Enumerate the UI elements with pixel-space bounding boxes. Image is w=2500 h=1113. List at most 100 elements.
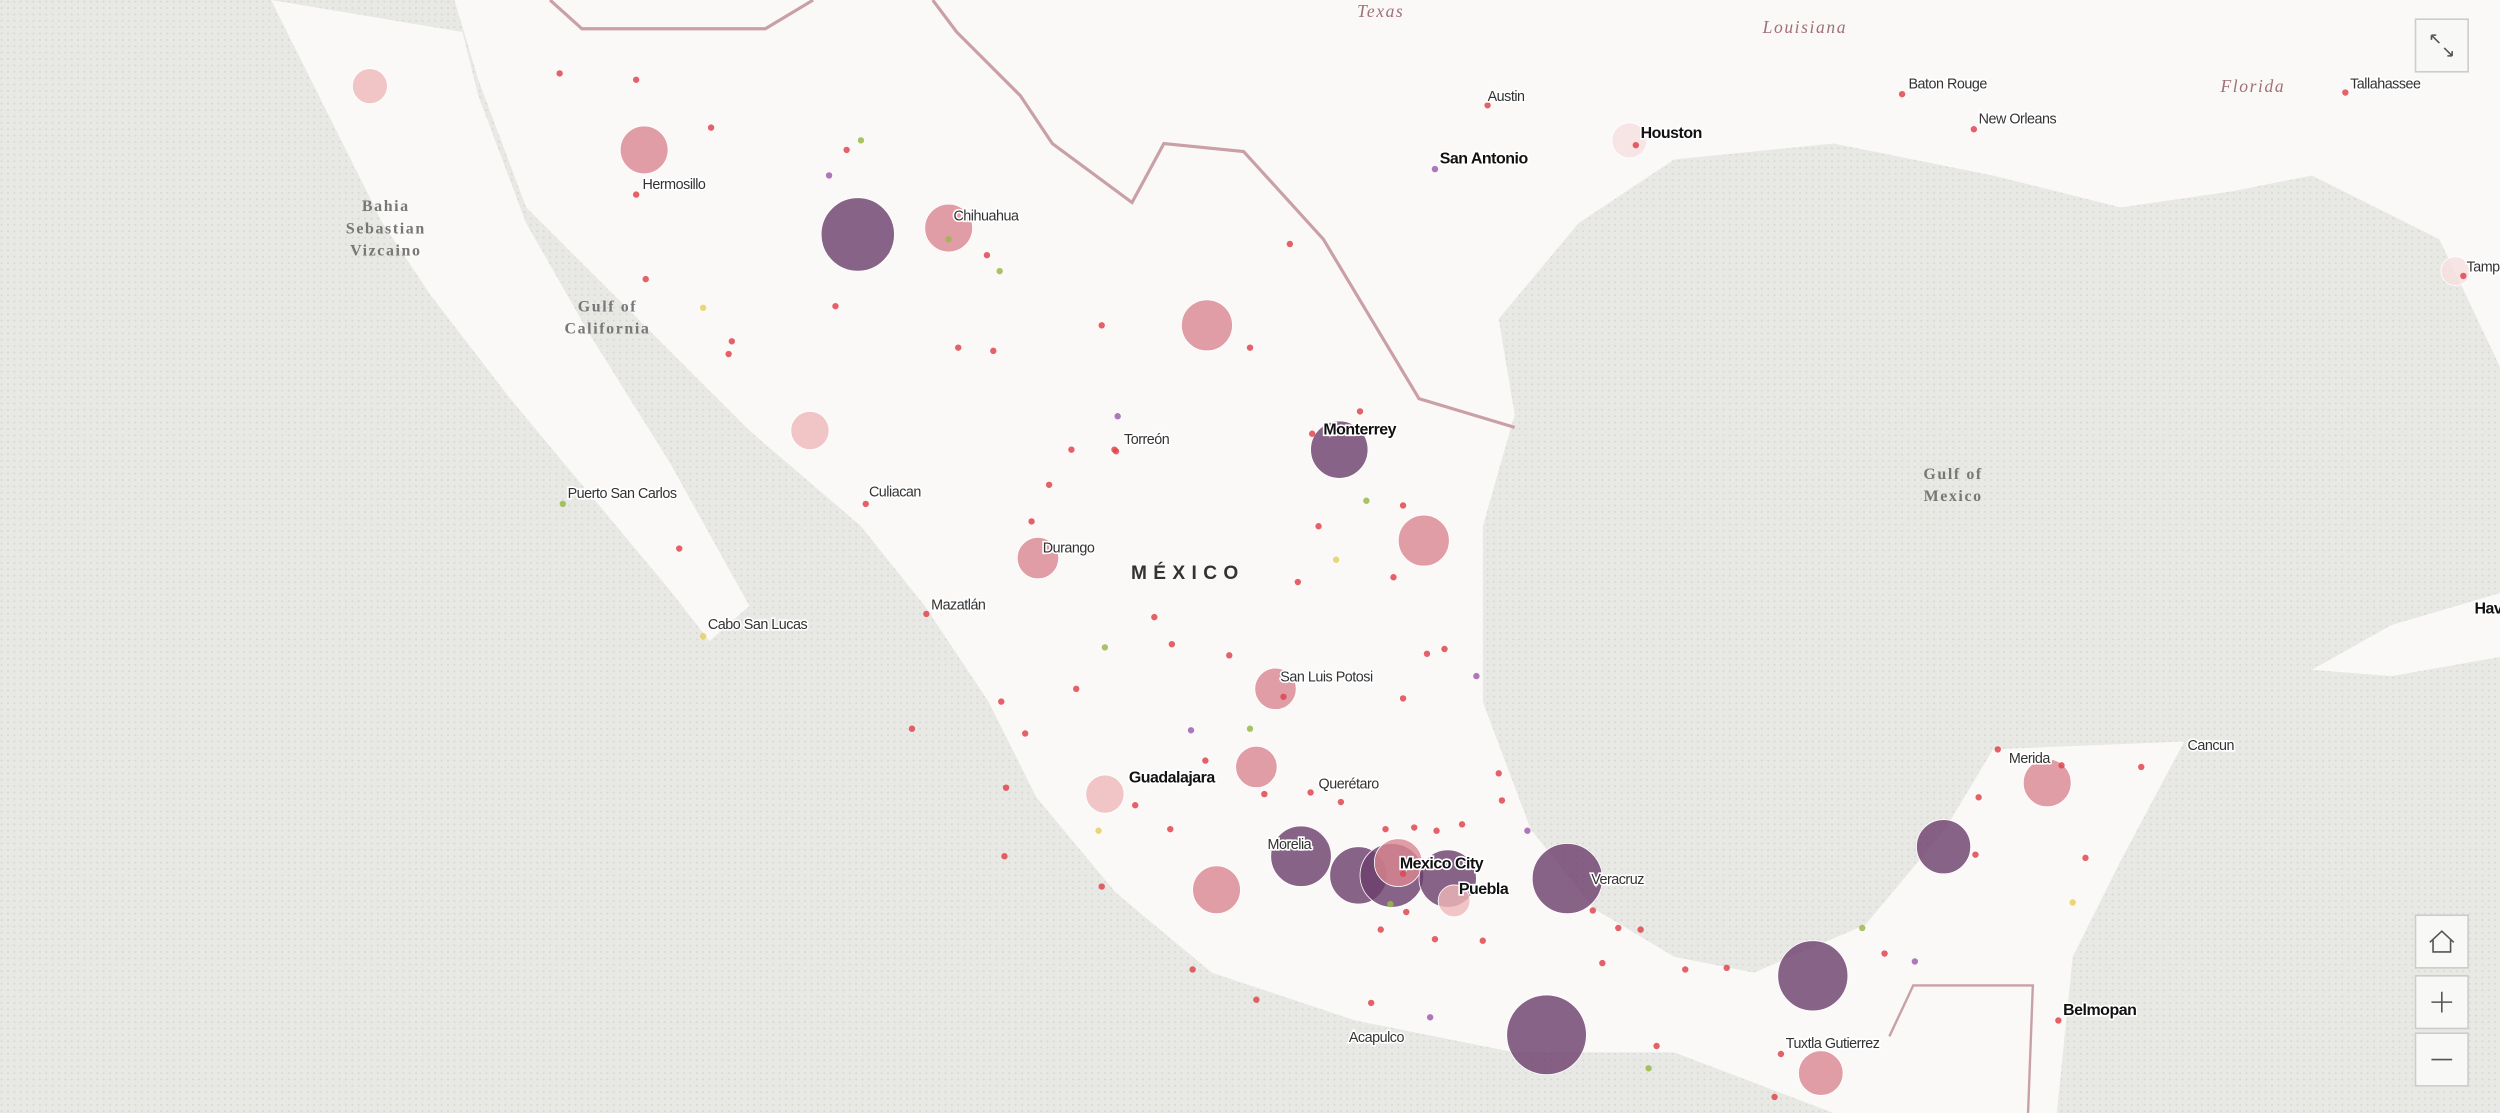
point bbox=[998, 698, 1005, 705]
bubble bbox=[1270, 825, 1332, 887]
bubble bbox=[1611, 122, 1648, 159]
city-label: Chihuahua bbox=[953, 209, 1019, 225]
point bbox=[1479, 937, 1486, 944]
point bbox=[1377, 926, 1384, 933]
point bbox=[1399, 870, 1407, 877]
point bbox=[559, 500, 567, 508]
point bbox=[1431, 935, 1439, 943]
city-label: Cabo San Lucas bbox=[708, 617, 808, 633]
point bbox=[1498, 797, 1506, 804]
button-bg bbox=[2414, 914, 2469, 969]
water-label: California bbox=[565, 321, 651, 338]
city-label: Morelia bbox=[1268, 837, 1312, 853]
bubble bbox=[790, 411, 830, 451]
bubble bbox=[1373, 838, 1423, 887]
icon bbox=[2430, 34, 2453, 57]
point bbox=[1068, 446, 1075, 453]
city-label: Querétaro bbox=[1319, 776, 1380, 792]
point bbox=[1975, 794, 1982, 801]
bubble bbox=[1310, 420, 1369, 479]
point bbox=[1599, 959, 1606, 967]
city-label: Hav bbox=[2474, 600, 2500, 617]
point bbox=[1367, 999, 1375, 1007]
icon bbox=[2431, 991, 2453, 1013]
point bbox=[1390, 574, 1397, 581]
point bbox=[1098, 883, 1105, 890]
point bbox=[725, 350, 732, 358]
point bbox=[1898, 90, 1906, 98]
city-label: Torreón bbox=[1124, 432, 1170, 448]
bubble bbox=[1531, 843, 1603, 915]
point bbox=[2069, 899, 2076, 906]
point bbox=[1101, 644, 1109, 651]
water-label: Vizcaino bbox=[350, 243, 421, 260]
point bbox=[1495, 770, 1502, 777]
bubble bbox=[1085, 774, 1125, 814]
point bbox=[908, 725, 916, 732]
state-label: Louisiana bbox=[1762, 17, 1847, 37]
city-label: Mexico City bbox=[1400, 855, 1484, 872]
bubble bbox=[1016, 536, 1060, 580]
point bbox=[632, 191, 640, 198]
point bbox=[1615, 924, 1622, 932]
point bbox=[1226, 652, 1233, 659]
point bbox=[1771, 1093, 1778, 1101]
point bbox=[556, 70, 563, 77]
zoom-out-button[interactable] bbox=[2414, 1032, 2469, 1087]
bubble bbox=[924, 203, 973, 253]
point bbox=[1387, 900, 1394, 908]
bubble bbox=[2022, 758, 2072, 808]
city-label: Monterrey bbox=[1323, 422, 1396, 439]
point bbox=[945, 236, 952, 243]
point bbox=[1246, 344, 1254, 351]
point bbox=[996, 267, 1003, 275]
city-label: New Orleans bbox=[1979, 111, 2057, 127]
point bbox=[862, 500, 869, 508]
city-label: San Antonio bbox=[1440, 151, 1529, 168]
city-label: Merida bbox=[2009, 751, 2050, 767]
fullscreen-button[interactable] bbox=[2414, 18, 2469, 73]
point bbox=[699, 633, 707, 640]
water-label: Bahia bbox=[362, 198, 410, 215]
point bbox=[1002, 784, 1010, 791]
point bbox=[1524, 827, 1531, 834]
point bbox=[1280, 693, 1287, 700]
point bbox=[1399, 695, 1407, 702]
point bbox=[1411, 824, 1418, 831]
city-label: Puebla bbox=[1459, 881, 1509, 898]
city-label: Veracruz bbox=[1591, 872, 1644, 888]
point bbox=[1001, 853, 1008, 860]
point bbox=[2082, 854, 2089, 862]
zoom-in-button[interactable] bbox=[2414, 975, 2469, 1030]
point bbox=[1426, 1014, 1434, 1021]
point bbox=[955, 344, 962, 351]
point bbox=[1484, 102, 1491, 109]
water-label: Gulf of bbox=[578, 298, 637, 315]
button-bg bbox=[2414, 1032, 2469, 1087]
point bbox=[1589, 907, 1596, 914]
point bbox=[1433, 827, 1440, 834]
bubble bbox=[820, 197, 895, 272]
country-label: MÉXICO bbox=[1131, 562, 1245, 584]
point bbox=[1114, 413, 1121, 420]
point bbox=[1777, 1050, 1785, 1058]
water-label: Sebastian bbox=[346, 220, 426, 237]
border bbox=[1888, 984, 2035, 1113]
bubble bbox=[351, 68, 388, 105]
point bbox=[1253, 996, 1260, 1003]
point bbox=[1403, 908, 1410, 916]
point bbox=[857, 137, 865, 144]
point bbox=[707, 124, 715, 131]
point bbox=[990, 347, 997, 355]
water-label: Mexico bbox=[1924, 488, 1983, 505]
bubble bbox=[1798, 1050, 1844, 1096]
cuba-land bbox=[2311, 593, 2500, 677]
city-label: Baton Rouge bbox=[1908, 76, 1987, 92]
city-label: Cancun bbox=[2188, 738, 2235, 754]
home-button[interactable] bbox=[2414, 914, 2469, 969]
border bbox=[548, 0, 814, 31]
point bbox=[1382, 825, 1389, 833]
point bbox=[1423, 650, 1431, 657]
point bbox=[1441, 645, 1448, 653]
